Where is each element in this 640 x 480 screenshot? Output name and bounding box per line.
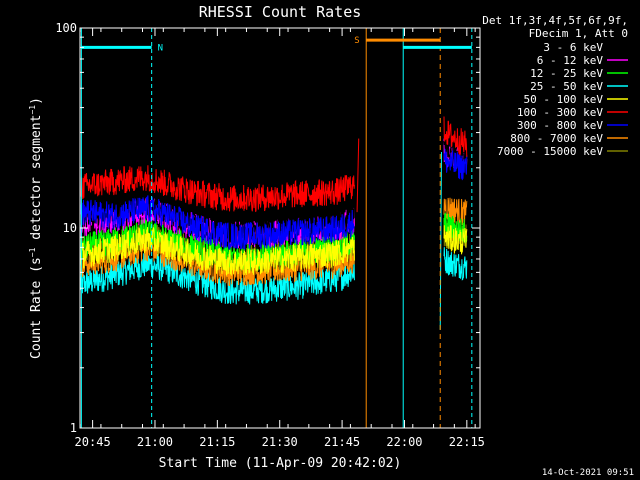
series-line bbox=[79, 116, 468, 213]
x-tick-label: 21:00 bbox=[137, 435, 173, 449]
legend-entry-label: 50 - 100 keV bbox=[524, 93, 604, 106]
legend-entry-label: 300 - 800 keV bbox=[517, 119, 603, 132]
y-axis-label: Count Rate (s−1 detector segment−1) bbox=[28, 97, 44, 359]
x-tick-label: 22:00 bbox=[386, 435, 422, 449]
x-tick-label: 21:15 bbox=[199, 435, 235, 449]
legend-entry-label: 7000 - 15000 keV bbox=[497, 145, 603, 158]
legend-entry-label: 6 - 12 keV bbox=[537, 54, 604, 67]
pre-gap-rise bbox=[356, 138, 360, 213]
legend-header: Det 1f,3f,4f,5f,6f,9f, bbox=[482, 14, 628, 27]
y-tick-label: 1 bbox=[70, 421, 77, 435]
x-tick-label: 20:45 bbox=[75, 435, 111, 449]
legend-entry-label: 800 - 7000 keV bbox=[510, 132, 603, 145]
x-tick-label: 21:45 bbox=[324, 435, 360, 449]
legend-entry-label: 3 - 6 keV bbox=[543, 41, 603, 54]
series-line bbox=[79, 225, 468, 276]
legend-entry-label: 100 - 300 keV bbox=[517, 106, 603, 119]
legend-entry-label: 25 - 50 keV bbox=[530, 80, 603, 93]
x-axis-label: Start Time (11-Apr-09 20:42:02) bbox=[159, 456, 402, 471]
legend-header: FDecim 1, Att 0 bbox=[529, 27, 628, 40]
y-tick-label: 10 bbox=[63, 221, 77, 235]
y-tick-label: 100 bbox=[55, 21, 77, 35]
x-tick-label: 22:15 bbox=[449, 435, 485, 449]
night-label: N bbox=[158, 43, 163, 53]
legend: Det 1f,3f,4f,5f,6f,9f,FDecim 1, Att 03 -… bbox=[482, 14, 628, 158]
chart-title: RHESSI Count Rates bbox=[199, 3, 362, 21]
x-tick-label: 21:30 bbox=[262, 435, 298, 449]
legend-entry-label: 12 - 25 keV bbox=[530, 67, 603, 80]
footer-date: 14-Oct-2021 09:51 bbox=[542, 468, 634, 478]
plot-area: NS bbox=[79, 28, 473, 428]
axes: 1 10 100 20:45 21:00 21:15 21:30 21:45 22:00 22:1… bbox=[55, 21, 485, 449]
series-line bbox=[79, 148, 468, 250]
saa-label: S bbox=[354, 36, 359, 46]
